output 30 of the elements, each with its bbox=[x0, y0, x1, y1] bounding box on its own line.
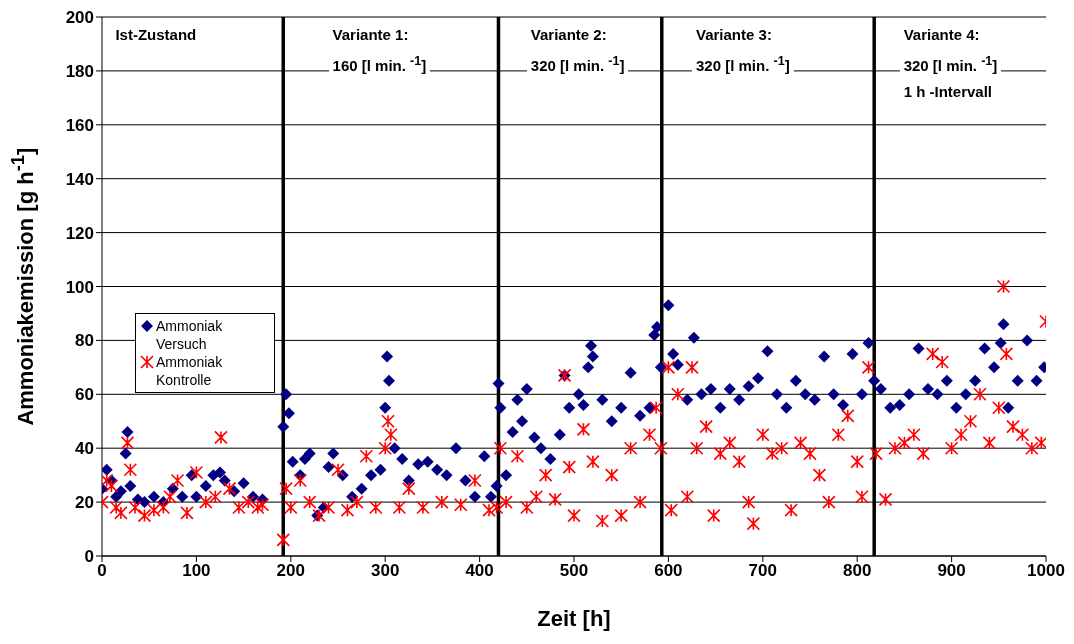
y-tick-label: 40 bbox=[75, 439, 94, 459]
x-tick-label: 400 bbox=[465, 561, 494, 581]
x-tick-label: 200 bbox=[276, 561, 305, 581]
x-tick-label: 0 bbox=[97, 561, 107, 581]
y-tick-label: 60 bbox=[75, 385, 94, 405]
y-tick-label: 160 bbox=[65, 115, 94, 135]
x-tick-label: 500 bbox=[559, 561, 589, 581]
x-tick-label: 100 bbox=[182, 561, 211, 581]
annotation: Ist-Zustand bbox=[111, 22, 201, 48]
legend-label: Ammoniak Kontrolle bbox=[156, 353, 224, 389]
annotation: Variante 1: 160 [l min. $^{-1}$] bbox=[328, 22, 431, 79]
x-axis-title: Zeit [h] bbox=[537, 606, 611, 631]
x-tick-label: 300 bbox=[371, 561, 400, 581]
x-tick-label: 800 bbox=[843, 561, 872, 581]
y-tick-label: 80 bbox=[75, 331, 94, 351]
annotation: Variante 4: 320 [l min. $^{-1}$] 1 h -Intervall bbox=[899, 22, 1002, 105]
annotation: Variante 2: 320 [l min. $^{-1}$] bbox=[526, 22, 629, 79]
x-tick-label: 1000 bbox=[1027, 561, 1065, 581]
x-tick-label: 600 bbox=[654, 561, 683, 581]
legend-label: Ammoniak Versuch bbox=[156, 317, 224, 353]
x-tick-label: 700 bbox=[748, 561, 777, 581]
y-tick-label: 180 bbox=[65, 61, 94, 81]
y-tick-label: 120 bbox=[65, 223, 94, 243]
y-tick-label: 200 bbox=[65, 8, 94, 28]
x-tick-label: 900 bbox=[937, 561, 966, 581]
annotation: Variante 3: 320 [l min. $^{-1}$] bbox=[692, 22, 794, 79]
y-tick-label: 140 bbox=[65, 169, 94, 189]
y-tick-label: 20 bbox=[75, 493, 94, 513]
y-tick-label: 100 bbox=[65, 277, 94, 297]
y-tick-label: 0 bbox=[84, 547, 94, 567]
